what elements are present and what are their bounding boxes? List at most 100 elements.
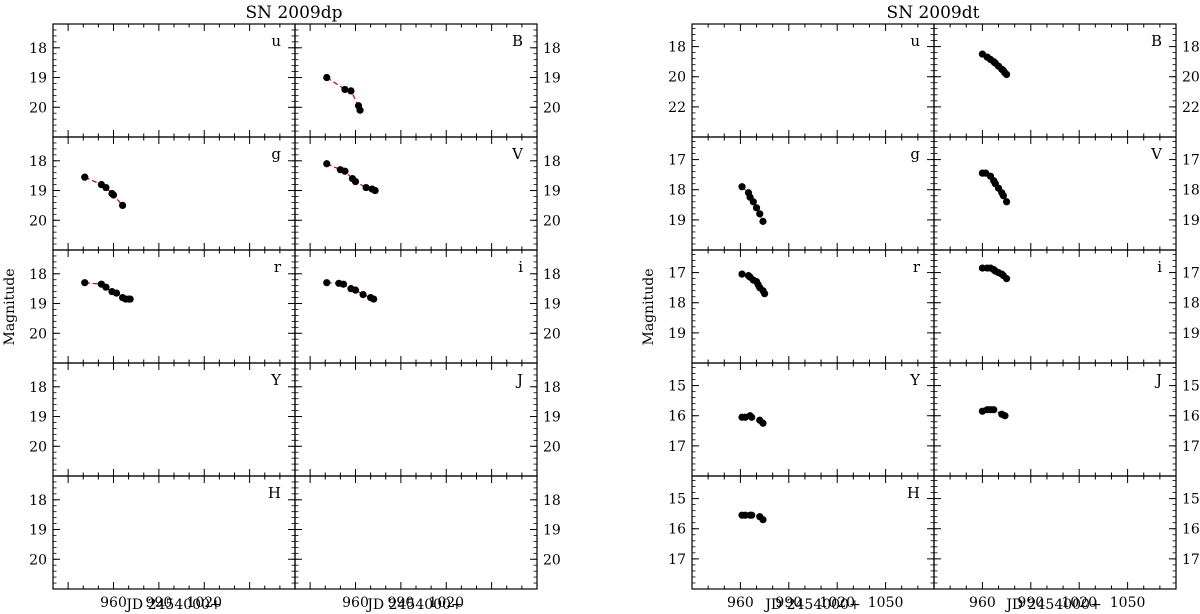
panel-sn2009dt-band-j: 15 16 17 J	[933, 362, 1200, 477]
y-tick-label: 20	[543, 213, 561, 229]
y-tick-label: 16	[668, 522, 686, 538]
band-label: J	[1154, 371, 1162, 389]
y-tick-label: 19	[543, 410, 561, 426]
panel-sn2009dp-band-g: 18 19 20 g	[29, 136, 296, 251]
x-tick-label: 1020	[428, 595, 464, 611]
band-label: u	[910, 32, 920, 50]
y-tick-label: 18	[543, 493, 561, 509]
data-point	[102, 283, 110, 291]
y-tick-label: 18	[543, 267, 561, 283]
y-tick-label: 18	[1182, 296, 1200, 312]
panel-sn2009dt-band-y: 15 16 17 Y	[668, 362, 935, 477]
data-point	[362, 183, 370, 192]
band-label: B	[1151, 32, 1162, 50]
data-point	[102, 183, 110, 192]
y-tick-label: 15	[668, 379, 686, 395]
y-tick-label: 19	[543, 71, 561, 87]
y-tick-label: 19	[29, 410, 47, 426]
data-point	[752, 204, 761, 212]
panel-frame	[933, 249, 1177, 364]
x-tick-label: 960	[727, 595, 754, 611]
panel-sn2009dt-band-g: 17 18 19 g	[668, 136, 935, 251]
data-point	[759, 516, 767, 524]
y-tick-label: 17	[1182, 266, 1200, 282]
panel-frame	[294, 23, 538, 138]
data-point	[112, 289, 121, 297]
y-tick-label: 17	[668, 439, 686, 455]
panel-sn2009dp-band-v: 18 19 20 V	[294, 136, 561, 251]
y-tick-label: 22	[668, 100, 686, 116]
band-label: V	[511, 145, 524, 163]
y-tick-label: 20	[543, 552, 561, 568]
band-label: r	[274, 258, 282, 276]
panel-frame	[933, 136, 1177, 251]
panel-sn2009dp-band-u: 18 19 20 u	[29, 23, 296, 138]
y-tick-label: 18	[668, 183, 686, 199]
y-tick-label: 19	[1182, 326, 1200, 342]
y-tick-label: 17	[1182, 153, 1200, 169]
data-point	[738, 183, 746, 191]
y-tick-label: 17	[1182, 439, 1200, 455]
panel-frame	[933, 475, 1177, 590]
data-point	[1003, 70, 1011, 79]
data-point	[748, 511, 756, 519]
data-point	[1003, 275, 1011, 283]
band-label: g	[271, 145, 281, 163]
data-point	[126, 295, 134, 303]
band-label: H	[268, 484, 281, 502]
y-tick-label: 18	[668, 296, 686, 312]
data-point	[1001, 412, 1009, 420]
y-tick-label: 20	[29, 439, 47, 455]
y-tick-label: 15	[1182, 379, 1200, 395]
panel-frame	[294, 249, 538, 364]
y-tick-label: 18	[29, 493, 47, 509]
y-tick-label: 20	[543, 439, 561, 455]
fit-line	[84, 176, 124, 206]
y-tick-label: 18	[668, 40, 686, 56]
band-label: Y	[909, 371, 921, 389]
panel-frame	[294, 362, 538, 477]
y-tick-label: 19	[1182, 213, 1200, 229]
y-tick-label: 18	[29, 380, 47, 396]
band-label: J	[515, 371, 523, 389]
panel-sn2009dp-band-b: 18 19 20 B	[294, 23, 561, 138]
data-point	[347, 87, 355, 95]
panel-sn2009dt-band-b: 18 20 22 B	[933, 23, 1200, 138]
panel-frame	[691, 136, 935, 251]
y-tick-label: 18	[29, 154, 47, 170]
data-point	[341, 85, 349, 94]
data-point	[351, 286, 360, 294]
data-point	[748, 413, 756, 421]
x-axis-label-right-col-sn2009dt: JD 2454000+	[1004, 597, 1101, 613]
x-axis-label-left-col-sn2009dt: JD 2454000+	[763, 597, 860, 613]
y-tick-label: 20	[29, 100, 47, 116]
data-point	[351, 178, 360, 186]
data-point	[323, 279, 331, 287]
band-label: u	[271, 32, 281, 50]
y-tick-label: 19	[668, 326, 686, 342]
figure-title-sn2009dp: SN 2009dp	[246, 3, 343, 23]
panel-sn2009dt-band-h: 15 16 17 960 990 1020 1050 H	[668, 475, 935, 611]
y-tick-label: 19	[543, 523, 561, 539]
panel-frame	[691, 23, 935, 138]
x-axis-label-left-col-sn2009dp: JD 2454000+	[124, 597, 221, 613]
band-label: B	[512, 32, 523, 50]
y-tick-label: 17	[668, 266, 686, 282]
x-tick-label: 990	[775, 595, 802, 611]
x-tick-label: 960	[969, 595, 996, 611]
panel-sn2009dp-band-r: 18 19 20 r	[29, 249, 296, 364]
panel-sn2009dt-band-i: 17 18 19 i	[933, 249, 1200, 364]
panel-frame	[933, 23, 1177, 138]
band-label: i	[518, 258, 523, 276]
x-tick-label: 1020	[1061, 595, 1097, 611]
panel-frame	[691, 362, 935, 477]
data-point	[109, 191, 118, 199]
y-tick-label: 15	[668, 492, 686, 508]
y-tick-label: 17	[668, 153, 686, 169]
y-tick-label: 19	[668, 213, 686, 229]
x-tick-label: 1020	[819, 595, 855, 611]
y-tick-label: 20	[29, 213, 47, 229]
band-label: H	[907, 484, 920, 502]
data-point	[1003, 198, 1011, 206]
y-tick-label: 22	[1182, 100, 1200, 116]
